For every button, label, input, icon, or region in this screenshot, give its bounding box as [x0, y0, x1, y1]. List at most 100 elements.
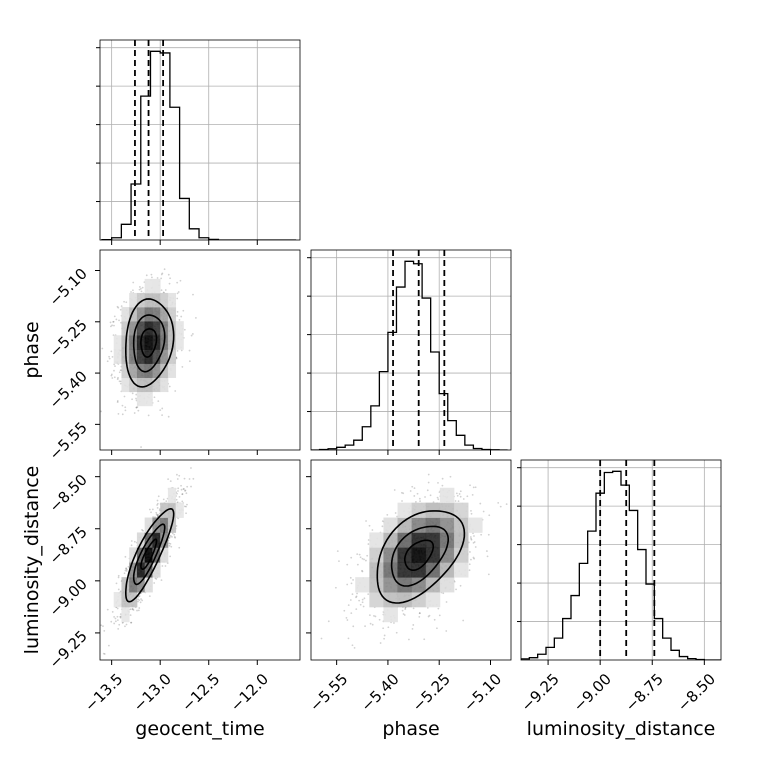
sample-point — [361, 557, 364, 560]
sample-point — [383, 637, 385, 640]
sample-point — [436, 496, 439, 499]
density-cell — [152, 517, 161, 533]
x-tick-label: −13.5 — [81, 670, 126, 715]
sample-point — [469, 484, 471, 487]
panel-content — [320, 460, 508, 649]
contour-line — [404, 539, 435, 571]
sample-point — [353, 646, 356, 649]
sample-point — [157, 514, 159, 517]
sample-point — [111, 611, 114, 613]
density-cell — [129, 307, 138, 322]
sample-point — [472, 556, 475, 559]
density-cell — [121, 363, 130, 378]
sample-point — [373, 614, 375, 617]
sample-point — [113, 616, 116, 618]
x-tick-label: −5.40 — [357, 670, 402, 715]
sample-point — [142, 529, 144, 532]
sample-point — [181, 500, 184, 503]
sample-point — [351, 644, 354, 647]
sample-point — [147, 414, 150, 417]
sample-point — [368, 524, 371, 527]
sample-point — [109, 321, 112, 324]
density-cell — [113, 349, 122, 364]
sample-point — [441, 484, 444, 487]
sample-point — [433, 618, 436, 621]
sample-point — [167, 478, 170, 481]
panel-frame — [310, 459, 512, 661]
sample-point — [347, 637, 350, 640]
sample-point — [437, 481, 439, 484]
x-tick-label: −8.50 — [674, 670, 719, 715]
sample-point — [168, 282, 171, 285]
sample-point — [160, 289, 163, 292]
density-cell — [152, 349, 161, 364]
sample-point — [178, 318, 181, 321]
density-cell — [167, 349, 177, 364]
sample-point — [117, 574, 120, 577]
density-cell — [397, 502, 413, 518]
sample-point — [176, 297, 179, 300]
sample-point — [499, 505, 502, 508]
sample-point — [183, 505, 186, 508]
sample-point — [192, 293, 194, 296]
contour-line — [140, 538, 158, 570]
density-cell — [129, 321, 138, 336]
sample-point — [109, 325, 112, 328]
density-cell — [129, 562, 138, 578]
sample-point — [116, 400, 119, 402]
sample-point — [174, 390, 177, 392]
density-cell — [453, 502, 469, 518]
density-cell — [144, 292, 153, 308]
panel-bg — [311, 250, 511, 450]
sample-point — [441, 477, 444, 480]
density-cell — [167, 335, 177, 350]
sample-point — [156, 514, 159, 517]
sample-point — [103, 653, 106, 655]
sample-point — [119, 590, 122, 593]
sample-point — [161, 565, 164, 567]
density-cell — [411, 592, 427, 608]
panel-frame — [99, 459, 301, 661]
sample-point — [115, 318, 118, 321]
sample-point — [419, 500, 421, 503]
density-cell — [144, 547, 153, 563]
density-cell — [397, 592, 413, 608]
sample-point — [356, 592, 358, 595]
sample-point — [458, 493, 461, 495]
sample-point — [103, 629, 106, 632]
sample-point — [141, 528, 143, 531]
sample-point — [114, 617, 117, 620]
sample-point — [181, 493, 184, 495]
density-cell — [152, 321, 161, 336]
density-cell — [167, 363, 177, 378]
sample-point — [352, 579, 354, 581]
histogram-step-line — [311, 260, 508, 450]
sample-point — [445, 630, 448, 632]
sample-point — [130, 621, 133, 624]
sample-point — [459, 490, 462, 493]
sample-point — [118, 371, 121, 374]
sample-point — [125, 623, 128, 626]
y-axis-title-luminosity_distance: luminosity_distance — [21, 466, 43, 655]
sample-point — [191, 333, 194, 335]
sample-point — [178, 546, 181, 549]
sample-point — [131, 392, 134, 395]
sample-point — [118, 623, 121, 626]
sample-point — [160, 579, 163, 582]
sample-point — [180, 315, 183, 318]
sample-point — [130, 544, 133, 547]
density-cell — [136, 532, 146, 548]
sample-point — [427, 615, 430, 618]
sample-point — [395, 631, 398, 634]
sample-point — [442, 592, 445, 595]
sample-point — [367, 539, 370, 541]
x-tick-label: −5.55 — [306, 670, 351, 715]
sample-point — [432, 501, 435, 504]
density-cell — [167, 487, 177, 504]
density-cell — [144, 517, 153, 533]
sample-point — [427, 473, 430, 476]
sample-point — [182, 309, 185, 312]
sample-point — [113, 622, 116, 625]
sample-point — [183, 328, 186, 331]
sample-point — [140, 287, 142, 290]
